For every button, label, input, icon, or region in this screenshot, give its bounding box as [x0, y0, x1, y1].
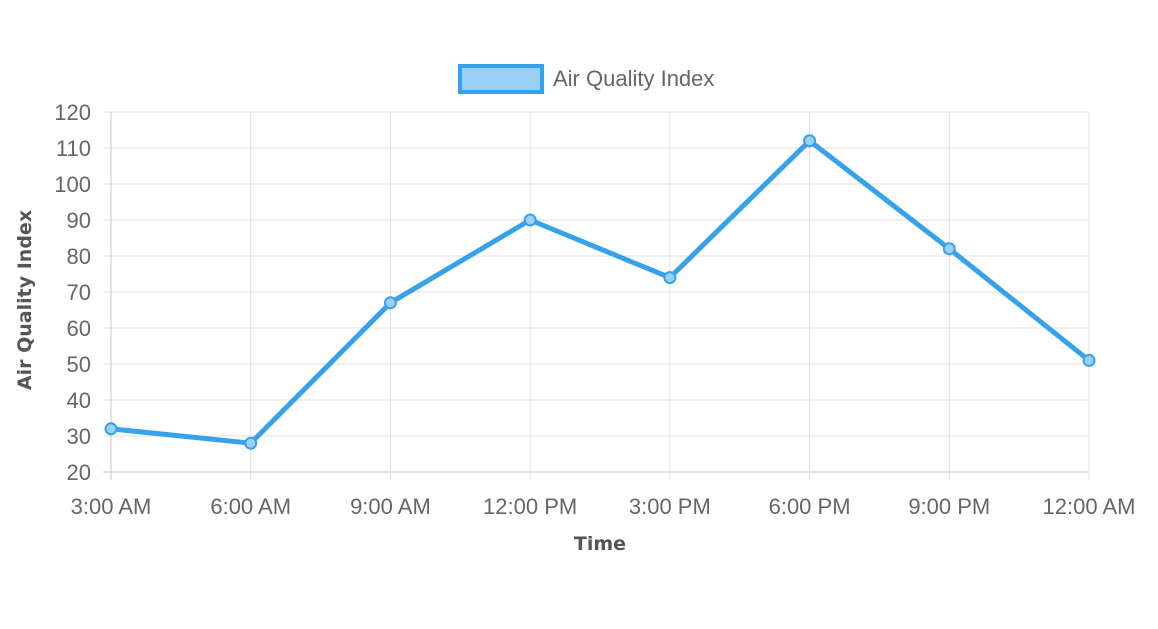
data-point[interactable]: [245, 438, 256, 449]
y-tick-label: 120: [54, 100, 91, 125]
y-tick-label: 20: [67, 460, 91, 485]
y-tick-label: 50: [67, 352, 91, 377]
y-axis-ticks: 20 30 40 50 60 70 80 90 100 110 120: [54, 100, 91, 485]
data-point[interactable]: [106, 423, 117, 434]
x-tick-label: 12:00 AM: [1043, 494, 1136, 519]
y-tick-label: 30: [67, 424, 91, 449]
y-tick-label: 90: [67, 208, 91, 233]
x-tick-label: 6:00 PM: [769, 494, 851, 519]
x-tick-label: 12:00 PM: [483, 494, 577, 519]
x-axis-ticks: 3:00 AM 6:00 AM 9:00 AM 12:00 PM 3:00 PM 6:00…: [71, 494, 1136, 519]
x-tick-label: 3:00 AM: [71, 494, 152, 519]
data-point[interactable]: [1084, 355, 1095, 366]
y-tick-label: 100: [54, 172, 91, 197]
grid: [103, 112, 1089, 480]
x-tick-label: 9:00 PM: [908, 494, 990, 519]
data-point[interactable]: [664, 272, 675, 283]
legend-swatch[interactable]: [460, 66, 542, 92]
y-tick-label: 70: [67, 280, 91, 305]
data-point[interactable]: [385, 297, 396, 308]
data-point[interactable]: [804, 135, 815, 146]
data-point[interactable]: [525, 215, 536, 226]
y-tick-label: 110: [56, 136, 91, 161]
x-tick-label: 9:00 AM: [350, 494, 431, 519]
x-tick-label: 6:00 AM: [210, 494, 291, 519]
y-tick-label: 60: [67, 316, 91, 341]
x-axis-title: Time: [574, 533, 626, 555]
y-tick-label: 40: [67, 388, 91, 413]
y-tick-label: 80: [67, 244, 91, 269]
y-axis-title: Air Quality Index: [14, 210, 36, 390]
legend-label[interactable]: Air Quality Index: [553, 66, 714, 91]
legend[interactable]: Air Quality Index: [460, 66, 714, 92]
x-tick-label: 3:00 PM: [629, 494, 711, 519]
data-point[interactable]: [944, 243, 955, 254]
